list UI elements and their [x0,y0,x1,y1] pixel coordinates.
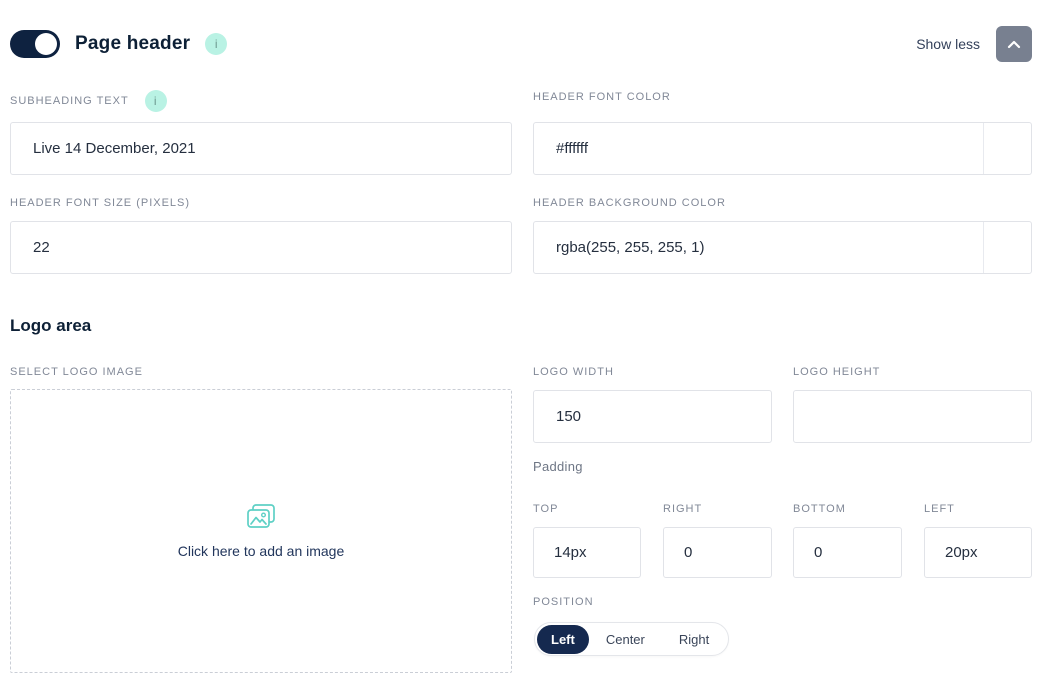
logo-area-heading: Logo area [10,316,92,335]
padding-top-label: TOP [533,503,559,515]
page-header-toggle[interactable] [10,30,60,58]
logo-height-input[interactable] [793,390,1032,443]
page-title: Page header [75,33,191,54]
logo-width-input[interactable] [533,390,772,443]
header-font-size-input[interactable] [10,221,512,274]
padding-label: Padding [533,459,583,474]
padding-top-input[interactable] [533,527,641,578]
toggle-knob [35,33,57,55]
position-option-center[interactable]: Center [605,631,645,647]
subheading-label: SUBHEADING TEXT [10,95,129,107]
padding-right-label: RIGHT [663,503,703,515]
header-background-color-input[interactable] [533,221,1032,274]
dropzone-text: Click here to add an image [177,543,345,559]
image-icon [245,503,277,531]
padding-left-label: LEFT [924,503,955,515]
header-font-size-label: HEADER FONT SIZE (PIXELS) [10,197,191,209]
position-option-right[interactable]: Right [678,631,710,647]
subheading-label-row: SUBHEADING TEXT i [10,90,167,112]
subheading-info-icon[interactable]: i [144,90,167,112]
header-background-color-label: HEADER BACKGROUND COLOR [533,197,726,209]
position-segmented-control: Left Center Right [534,622,730,656]
page-header-info-icon[interactable]: i [205,33,228,55]
section-header-row: Page header i Show less [10,26,1032,62]
header-font-color-label: HEADER FONT COLOR [533,91,671,103]
chevron-up-icon [1007,40,1021,49]
collapse-button[interactable] [996,26,1032,62]
padding-right-input[interactable] [663,527,772,578]
position-option-left[interactable]: Left [537,624,589,654]
padding-bottom-input[interactable] [793,527,902,578]
padding-bottom-label: BOTTOM [793,503,846,515]
subheading-input[interactable] [10,122,512,175]
header-background-color-swatch[interactable] [983,222,1031,273]
header-font-color-swatch[interactable] [983,123,1031,174]
position-label: POSITION [533,596,594,608]
logo-height-label: LOGO HEIGHT [793,366,881,378]
header-font-color-input[interactable] [533,122,1032,175]
select-logo-image-label: SELECT LOGO IMAGE [10,366,143,378]
logo-width-label: LOGO WIDTH [533,366,614,378]
logo-image-dropzone[interactable]: Click here to add an image [10,389,512,673]
show-less-button[interactable]: Show less [916,36,980,52]
padding-left-input[interactable] [924,527,1032,578]
